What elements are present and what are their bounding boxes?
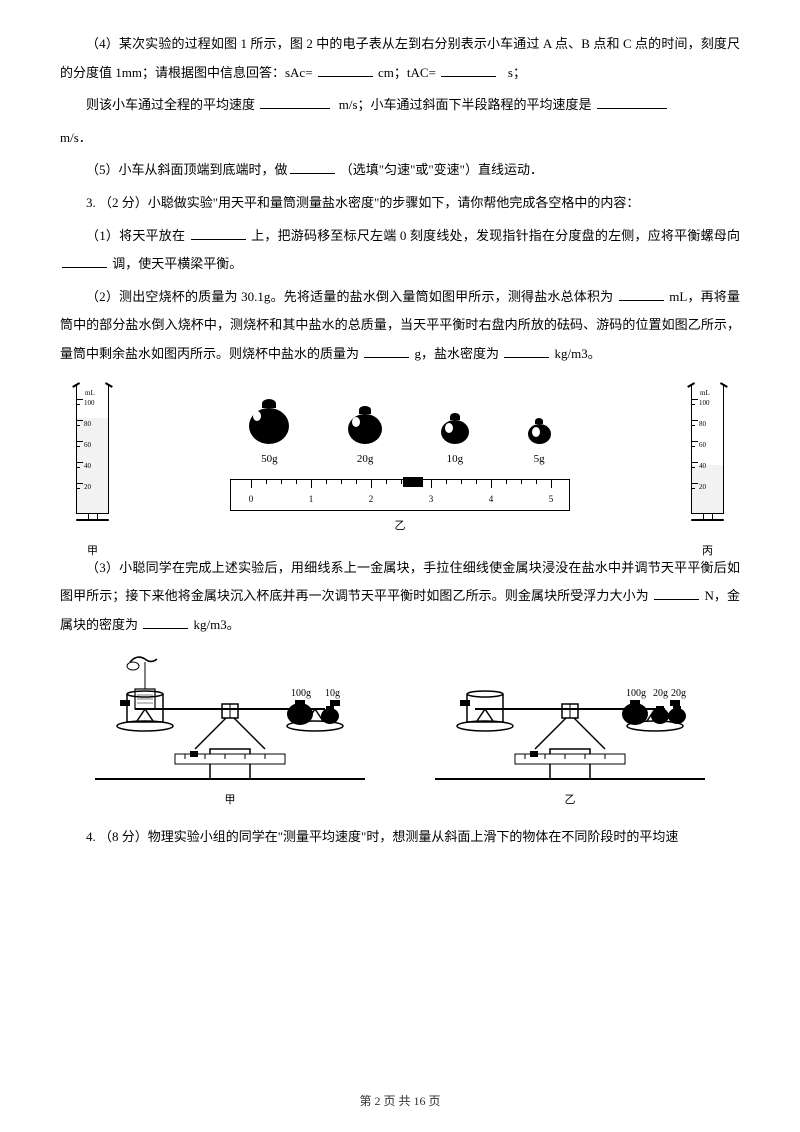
balance-yi: 100g 20g 20g 乙 xyxy=(415,654,725,812)
q4-unit1: cm；tAC= xyxy=(378,65,436,80)
bal-caption-yi: 乙 xyxy=(415,788,725,812)
q3p1a: （1）将天平放在 xyxy=(86,228,185,243)
q4-part-b: 则该小车通过全程的平均速度 m/s；小车通过斜面下半段路程的平均速度是 xyxy=(60,91,740,120)
blank-direction xyxy=(62,253,107,269)
caption-bing: 丙 xyxy=(685,539,730,563)
ruler: 0 1 2 3 4 5 xyxy=(230,479,570,511)
q3-head: 3. （2 分）小聪做实验"用天平和量筒测量盐水密度"的步骤如下，请你帮他完成各… xyxy=(60,189,740,218)
q4-unit4: m/s． xyxy=(60,130,92,145)
blank-avg-half xyxy=(597,94,667,110)
figure-1: mL 100 80 60 40 20 甲 50g 20g xyxy=(60,384,740,539)
q3-p2: （2）测出空烧杯的质量为 30.1g。先将适量的盐水倒入量筒如图甲所示，测得盐水… xyxy=(60,283,740,369)
blank-sac xyxy=(318,61,373,77)
q3-p3: （3）小聪同学在完成上述实验后，用细线系上一金属块，手拉住细线使金属块浸没在盐水… xyxy=(60,554,740,640)
cylinder-jia: mL 100 80 60 40 20 甲 xyxy=(70,384,115,539)
q4-part-a: （4）某次实验的过程如图 1 所示，图 2 中的电子表从左到右分别表示小车通过 … xyxy=(60,30,740,87)
w10-label-a: 10g xyxy=(325,688,340,699)
q4b-text: 4. （8 分）物理实验小组的同学在"测量平均速度"时，想测量从斜面上滑下的物体… xyxy=(60,823,740,852)
blank-buoyancy xyxy=(654,585,699,601)
weight-50g: 50g xyxy=(249,399,289,471)
q4-unit4-line: m/s． xyxy=(60,124,740,153)
blank-motion-type xyxy=(290,159,335,175)
blank-tac xyxy=(441,61,496,77)
q3-p1: （1）将天平放在 上，把游码移至标尺左端 0 刻度线处，发现指针指在分度盘的左侧… xyxy=(60,222,740,279)
q4-unit3: m/s；小车通过斜面下半段路程的平均速度是 xyxy=(339,97,592,112)
weight-10g: 10g xyxy=(441,413,469,471)
svg-text:100g: 100g xyxy=(626,688,646,699)
blank-mass xyxy=(364,342,409,358)
svg-text:20g: 20g xyxy=(671,688,686,699)
bal-caption-jia: 甲 xyxy=(75,788,385,812)
q4b-text: 则该小车通过全程的平均速度 xyxy=(86,97,255,112)
q3p1b: 上，把游码移至标尺左端 0 刻度线处，发现指针指在分度盘的左侧，应将平衡螺母向 xyxy=(251,228,740,243)
caption-yi: 乙 xyxy=(395,514,406,538)
q3p1c: 调，使天平横梁平衡。 xyxy=(112,256,242,271)
blank-vol xyxy=(619,285,664,301)
cylinder-bing: mL 100 80 60 40 20 丙 xyxy=(685,384,730,539)
weight-5g: 5g xyxy=(528,418,551,471)
figure-2: 100g 10g 甲 xyxy=(60,654,740,812)
blank-avg-full xyxy=(260,94,330,110)
blank-surface xyxy=(191,224,246,240)
caption-jia: 甲 xyxy=(70,539,115,563)
q4-unit2: s； xyxy=(508,65,526,80)
blank-density xyxy=(504,342,549,358)
q3p2d: kg/m3。 xyxy=(555,346,601,361)
w100-label-a: 100g xyxy=(291,688,311,699)
q3p2c: g，盐水密度为 xyxy=(415,346,500,361)
page-footer: 第 2 页 共 16 页 xyxy=(0,1088,800,1114)
blank-metal-density xyxy=(143,613,188,629)
q3p3a: （3）小聪同学在完成上述实验后，用细线系上一金属块，手拉住细线使金属块浸没在盐水… xyxy=(60,560,740,604)
q5-text: （5）小车从斜面顶端到底端时，做 （选填"匀速"或"变速"）直线运动． xyxy=(60,156,740,185)
balance-jia: 100g 10g 甲 xyxy=(75,654,385,812)
q3p3c: kg/m3。 xyxy=(194,617,240,632)
svg-text:20g: 20g xyxy=(653,688,668,699)
weight-20g: 20g xyxy=(348,406,382,471)
weights-ruler-yi: 50g 20g 10g 5g 0 1 2 3 4 xyxy=(220,399,580,538)
q3p2a: （2）测出空烧杯的质量为 30.1g。先将适量的盐水倒入量筒如图甲所示，测得盐水… xyxy=(86,289,613,304)
